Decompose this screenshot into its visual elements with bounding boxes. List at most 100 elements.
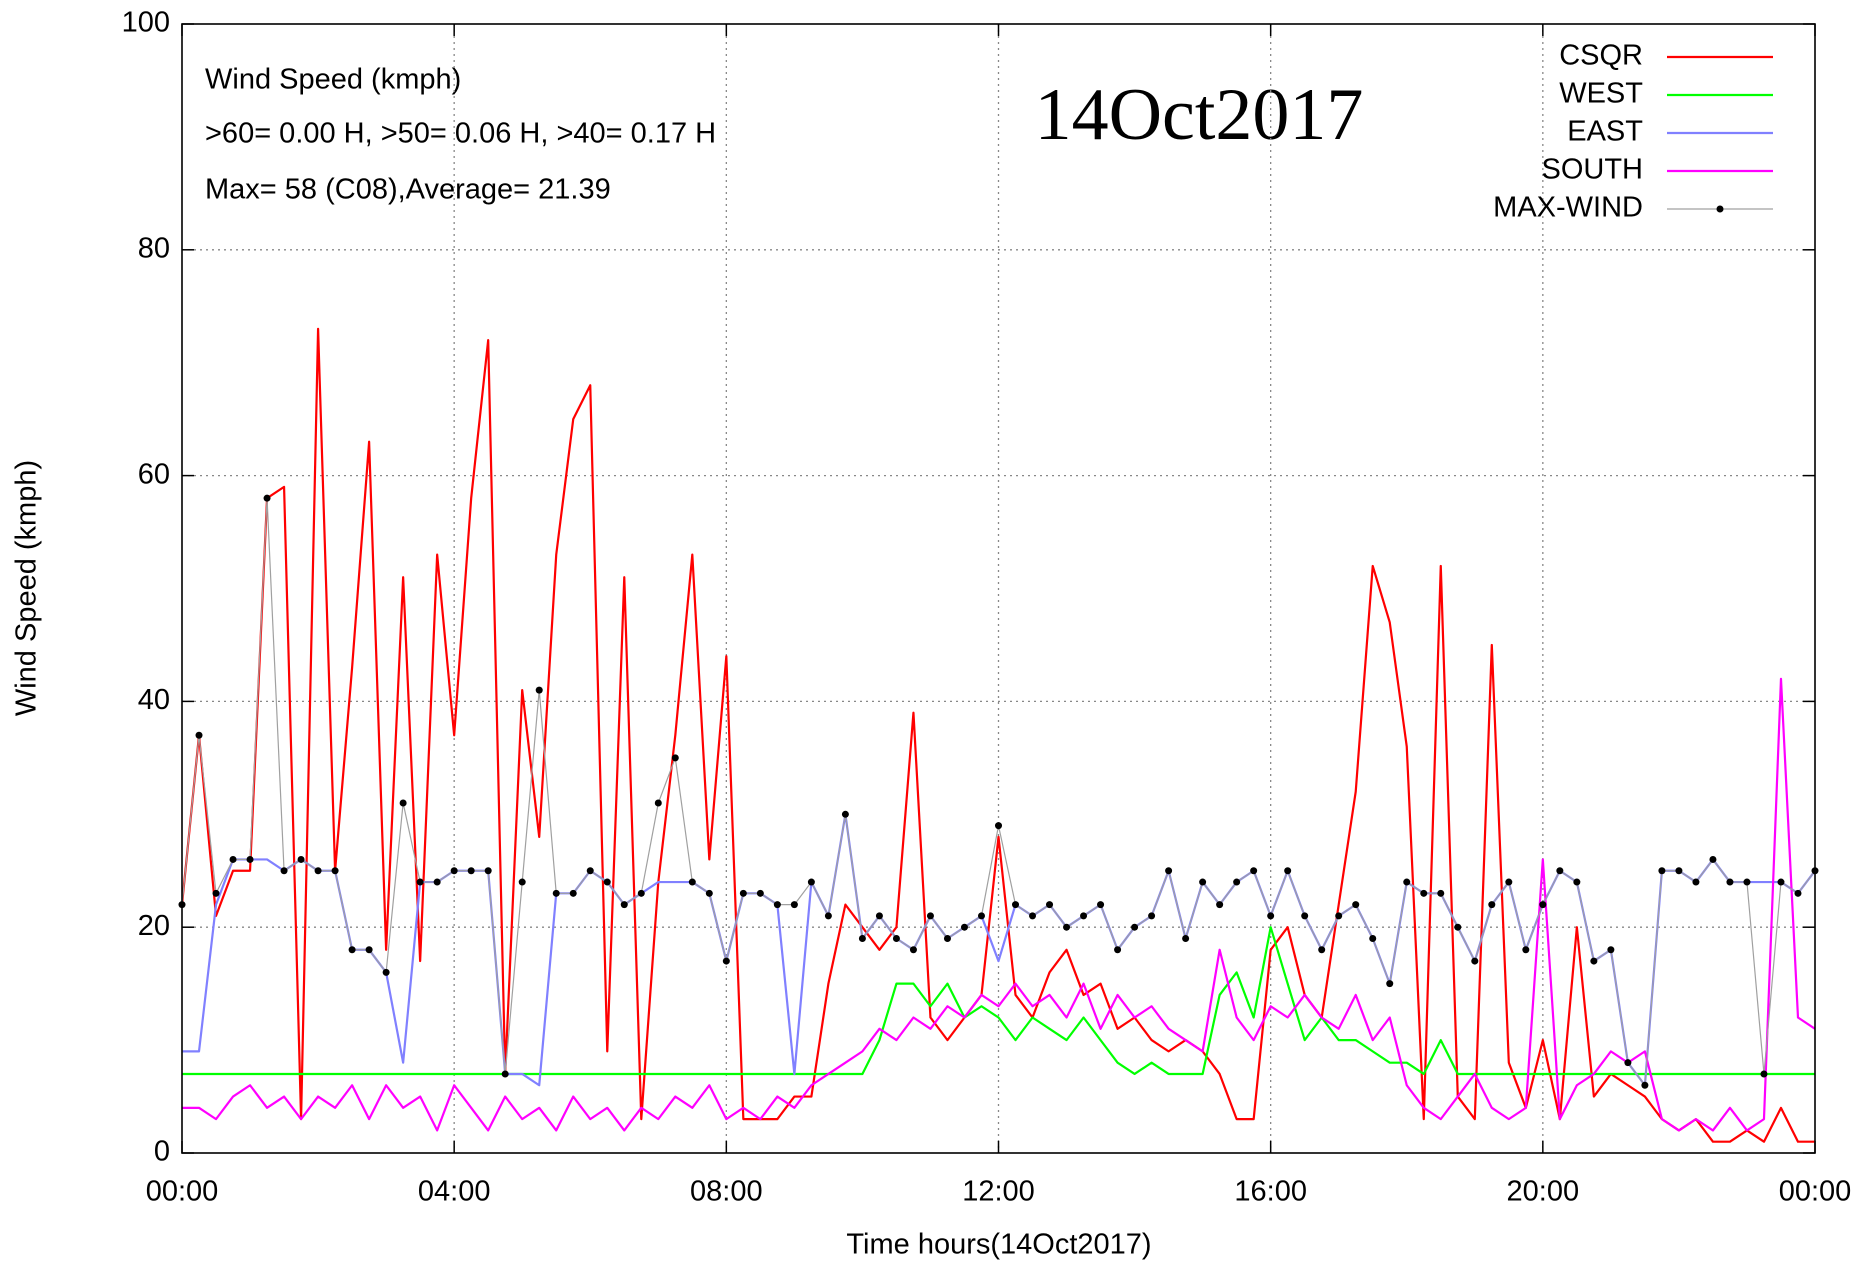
x-tick-label: 08:00 — [690, 1176, 763, 1208]
y-axis-title: Wind Speed (kmph) — [11, 460, 43, 716]
data-point — [1012, 901, 1020, 909]
data-point — [229, 855, 237, 863]
data-point — [484, 867, 492, 875]
y-tick-label: 20 — [138, 910, 170, 942]
data-point — [1607, 946, 1615, 954]
data-point — [1267, 912, 1275, 920]
x-tick-label: 00:00 — [1779, 1176, 1852, 1208]
data-point — [1641, 1081, 1649, 1089]
data-point — [1658, 867, 1666, 875]
data-point — [756, 889, 764, 897]
data-point — [1369, 934, 1377, 942]
data-point — [1488, 901, 1496, 909]
data-point — [467, 867, 475, 875]
data-point — [1743, 878, 1751, 886]
data-point — [1284, 867, 1292, 875]
data-point — [365, 946, 373, 954]
data-point — [1794, 889, 1802, 897]
data-point — [399, 799, 407, 807]
x-tick-label: 16:00 — [1234, 1176, 1307, 1208]
data-point — [1148, 912, 1156, 920]
data-point — [926, 912, 934, 920]
data-point — [1080, 912, 1088, 920]
data-point — [1692, 878, 1700, 886]
y-tick-label: 60 — [138, 458, 170, 490]
series-line — [182, 327, 1815, 1143]
annotation: Wind Speed (kmph) — [205, 64, 461, 96]
data-point — [943, 934, 951, 942]
plot-frame — [181, 23, 1816, 1154]
data-point — [433, 878, 441, 886]
data-point — [1777, 878, 1785, 886]
data-point — [1233, 878, 1241, 886]
data-point — [909, 946, 917, 954]
x-tick-label: 04:00 — [418, 1176, 491, 1208]
data-point — [1165, 867, 1173, 875]
data-point — [1590, 957, 1598, 965]
data-point — [1437, 889, 1445, 897]
data-point — [1471, 957, 1479, 965]
data-point — [620, 901, 628, 909]
data-point — [773, 901, 781, 909]
data-point — [858, 934, 866, 942]
data-point — [552, 889, 560, 897]
data-point — [807, 878, 815, 886]
data-point — [1505, 878, 1513, 886]
data-point — [671, 754, 679, 762]
data-point — [569, 889, 577, 897]
data-point — [739, 889, 747, 897]
legend-marker — [1716, 205, 1724, 213]
annotation: >60= 0.00 H, >50= 0.06 H, >40= 0.17 H — [205, 118, 716, 150]
data-point — [1454, 923, 1462, 931]
data-point — [1131, 923, 1139, 931]
data-point — [1675, 867, 1683, 875]
y-tick-label: 40 — [138, 684, 170, 716]
legend-label: MAX-WIND — [1493, 192, 1643, 224]
data-point — [450, 867, 458, 875]
data-point — [280, 867, 288, 875]
data-point — [688, 878, 696, 886]
data-point — [1046, 901, 1054, 909]
data-point — [416, 878, 424, 886]
data-point — [586, 867, 594, 875]
data-point — [518, 878, 526, 886]
data-point — [1335, 912, 1343, 920]
data-point — [1199, 878, 1207, 886]
data-point — [1420, 889, 1428, 897]
data-point — [1318, 946, 1326, 954]
data-point — [314, 867, 322, 875]
data-point — [195, 731, 203, 739]
data-point — [382, 968, 390, 976]
data-point — [331, 867, 339, 875]
annotation: Max= 58 (C08),Average= 21.39 — [205, 174, 611, 206]
legend-label: EAST — [1567, 116, 1643, 148]
data-point — [841, 810, 849, 818]
data-point — [1709, 855, 1717, 863]
data-point — [705, 889, 713, 897]
data-point — [246, 855, 254, 863]
data-point — [1114, 946, 1122, 954]
data-point — [1624, 1059, 1632, 1067]
data-point — [722, 957, 730, 965]
data-point — [960, 923, 968, 931]
series-line — [182, 926, 1815, 1076]
data-point — [212, 889, 220, 897]
date-label: 14Oct2017 — [1035, 74, 1364, 156]
data-point — [977, 912, 985, 920]
data-point — [1539, 901, 1547, 909]
x-tick-label: 12:00 — [962, 1176, 1035, 1208]
y-tick-label: 80 — [138, 232, 170, 264]
data-point — [263, 494, 271, 502]
data-point — [1216, 901, 1224, 909]
legend-label: WEST — [1559, 78, 1643, 110]
data-point — [1250, 867, 1258, 875]
data-point — [1097, 901, 1105, 909]
legend-label: SOUTH — [1542, 154, 1644, 186]
data-point — [603, 878, 611, 886]
y-tick-label: 100 — [122, 7, 170, 39]
y-tick-label: 0 — [154, 1136, 170, 1168]
data-point — [790, 901, 798, 909]
data-point — [892, 934, 900, 942]
